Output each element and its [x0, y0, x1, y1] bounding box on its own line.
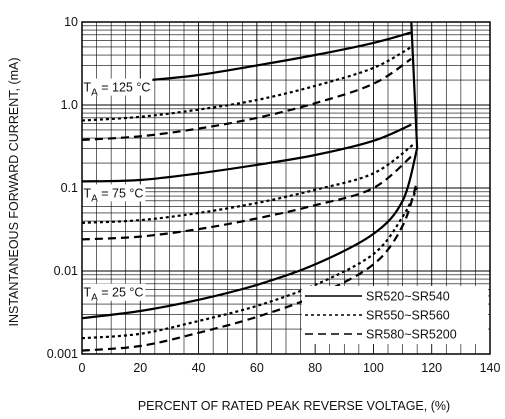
legend-label: SR550~SR560 — [366, 309, 450, 323]
temperature-annotation: TA = 125 °C — [83, 81, 150, 99]
series-line — [81, 46, 412, 122]
x-tick-label: 120 — [421, 361, 442, 375]
y-tick-label: 0.001 — [47, 347, 78, 361]
cutoff-line — [410, 21, 419, 149]
legend: SR520~SR540 SR550~SR560 SR580~SR5200 — [302, 286, 488, 344]
x-axis-label: PERCENT OF RATED PEAK REVERSE VOLTAGE, (… — [138, 399, 450, 413]
x-tick-label: 60 — [250, 361, 264, 375]
y-tick-label: 1.0 — [61, 98, 78, 112]
series-line — [81, 143, 415, 224]
series-line — [81, 152, 415, 241]
annotation-bg — [81, 283, 146, 301]
y-axis-label: INSTANTANEOUS FORWARD CURRENT, (mA) — [7, 58, 21, 327]
y-tick-label: 0.01 — [54, 264, 78, 278]
series-line — [81, 148, 419, 320]
series-line — [81, 187, 419, 340]
plot-frame — [81, 21, 491, 355]
annotations: TA = 125 °C TA = 75 °C TA = 25 °C — [81, 78, 153, 304]
y-tick-label: 0.1 — [61, 181, 78, 195]
x-tick-label: 20 — [133, 361, 147, 375]
legend-label: SR580~SR5200 — [366, 328, 457, 342]
temperature-annotation: TA = 25 °C — [83, 286, 143, 304]
legend-label: SR520~SR540 — [366, 290, 450, 304]
series-layer — [81, 21, 419, 352]
y-tick-label: 10 — [64, 15, 78, 29]
annotation-bg — [81, 184, 146, 202]
series-line — [81, 123, 412, 183]
series-line — [81, 57, 412, 141]
x-tick-label: 0 — [79, 361, 86, 375]
x-tick-label: 140 — [480, 361, 501, 375]
x-tick-label: 40 — [192, 361, 206, 375]
x-tick-label: 100 — [363, 361, 384, 375]
series-line — [81, 181, 419, 352]
tick-labels: 0 20 40 60 80 100 120 140 0.001 0.01 0.1 1.0 10 — [47, 15, 501, 375]
temperature-annotation: TA = 75 °C — [83, 186, 143, 204]
annotation-bg — [81, 78, 153, 96]
x-tick-label: 80 — [308, 361, 322, 375]
